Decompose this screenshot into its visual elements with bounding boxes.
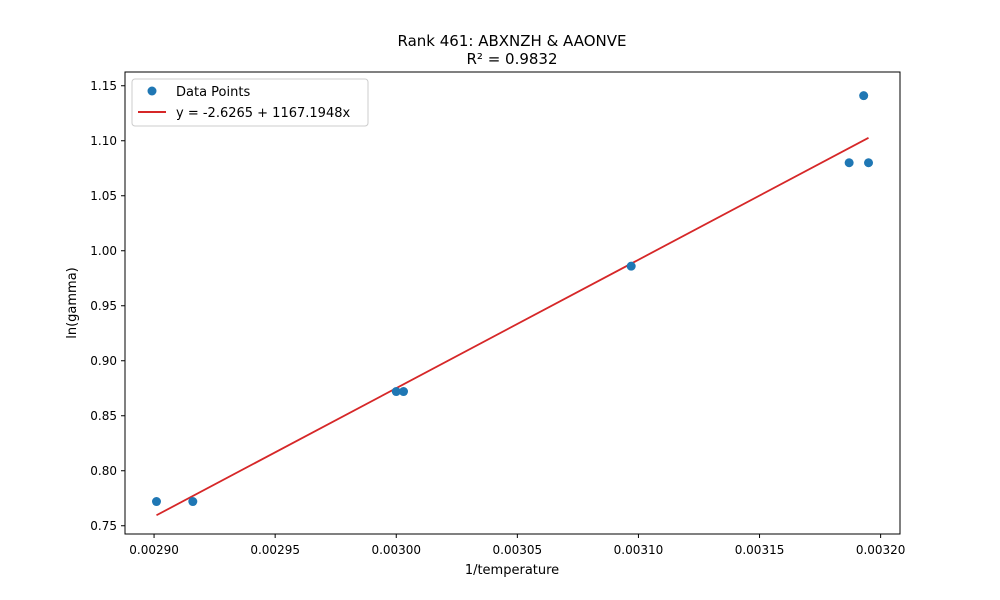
legend-label-data-points: Data Points bbox=[176, 85, 250, 100]
data-point bbox=[188, 497, 198, 507]
plot-frame bbox=[124, 71, 901, 535]
y-tick-label: 0.80 bbox=[90, 464, 117, 478]
y-tick-label: 1.00 bbox=[90, 244, 117, 258]
legend: Data Points y = -2.6265 + 1167.1948x bbox=[131, 78, 369, 127]
data-point bbox=[391, 387, 401, 397]
x-axis-ticks: 0.00290 0.00295 0.00300 0.00305 0.00310 0.003… bbox=[129, 534, 905, 557]
data-point bbox=[864, 158, 874, 168]
data-point bbox=[626, 261, 636, 271]
fit-line bbox=[156, 136, 869, 517]
x-tick-label: 0.00300 bbox=[371, 543, 421, 557]
x-tick-label: 0.00290 bbox=[129, 543, 179, 557]
plot-content bbox=[151, 91, 874, 517]
y-tick-label: 1.15 bbox=[90, 79, 117, 93]
y-tick-label: 0.75 bbox=[90, 519, 117, 533]
x-tick-label: 0.00315 bbox=[735, 543, 785, 557]
y-tick-label: 0.95 bbox=[90, 299, 117, 313]
data-point bbox=[399, 387, 409, 397]
data-point bbox=[844, 158, 854, 168]
y-axis-label: ln(gamma) bbox=[65, 267, 80, 339]
chart-title: Rank 461: ABXNZH & AAONVE bbox=[398, 32, 627, 50]
x-axis-label: 1/temperature bbox=[465, 563, 559, 578]
chart-subtitle: R² = 0.9832 bbox=[466, 50, 557, 68]
legend-box bbox=[131, 78, 369, 127]
y-tick-label: 1.10 bbox=[90, 134, 117, 148]
data-point bbox=[151, 497, 161, 507]
x-tick-label: 0.00320 bbox=[856, 543, 906, 557]
x-tick-label: 0.00310 bbox=[614, 543, 664, 557]
legend-label-fit-line: y = -2.6265 + 1167.1948x bbox=[176, 106, 350, 121]
y-tick-label: 1.05 bbox=[90, 189, 117, 203]
legend-marker-data-points bbox=[147, 86, 157, 96]
y-axis-ticks: 0.75 0.80 0.85 0.90 0.95 1.00 1.05 1.10 1.15 bbox=[90, 79, 125, 533]
data-point bbox=[859, 91, 869, 101]
y-tick-label: 0.90 bbox=[90, 354, 117, 368]
x-tick-label: 0.00295 bbox=[250, 543, 300, 557]
y-tick-label: 0.85 bbox=[90, 409, 117, 423]
x-tick-label: 0.00305 bbox=[493, 543, 543, 557]
